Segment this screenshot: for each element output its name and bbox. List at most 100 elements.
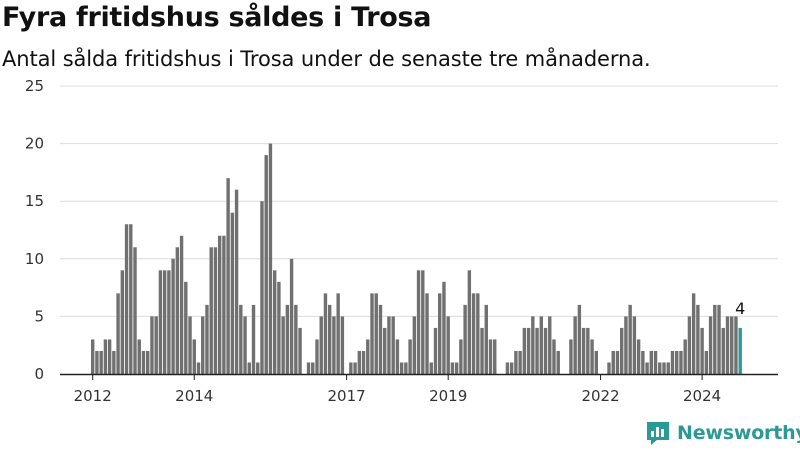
- chart-title: Fyra fritidshus såldes i Trosa: [2, 2, 432, 33]
- bar: [289, 258, 294, 374]
- bar: [99, 350, 103, 374]
- bar: [95, 350, 99, 374]
- bar: [548, 316, 552, 374]
- bar: [315, 339, 319, 374]
- bar: [421, 270, 425, 374]
- bar: [569, 339, 573, 374]
- bar: [306, 362, 311, 374]
- bar: [514, 350, 518, 374]
- bar: [687, 316, 692, 374]
- bar: [340, 316, 345, 374]
- y-tick-label: 25: [25, 77, 44, 95]
- bar: [577, 304, 582, 374]
- bar: [708, 316, 713, 374]
- bar: [298, 327, 302, 374]
- bar: [454, 362, 459, 374]
- bar: [624, 316, 628, 374]
- bar: [294, 304, 298, 374]
- bar: [522, 327, 527, 374]
- bar: [378, 304, 383, 374]
- bar: [150, 316, 154, 374]
- bar: [192, 339, 196, 374]
- bar: [171, 258, 175, 374]
- x-tick-label: 2017: [328, 387, 366, 405]
- bar: [162, 270, 167, 374]
- bar: [268, 143, 273, 374]
- bar: [535, 327, 539, 374]
- bar-chart-icon: [647, 422, 669, 445]
- bar: [730, 316, 734, 374]
- bar: [691, 293, 696, 374]
- bar: [615, 350, 620, 374]
- bar: [658, 362, 662, 374]
- bar: [531, 316, 535, 374]
- bar: [459, 339, 463, 374]
- bar: [391, 316, 395, 374]
- bar: [349, 362, 353, 374]
- newsworthy-logo: Newsworthy: [645, 420, 800, 446]
- x-tick-label: 2024: [683, 387, 721, 405]
- bar: [467, 270, 472, 374]
- bar: [158, 270, 163, 374]
- bar: [230, 212, 235, 374]
- bar: [272, 270, 277, 374]
- bar: [412, 316, 417, 374]
- bar: [526, 327, 531, 374]
- bar: [632, 316, 637, 374]
- annotations: 4: [735, 299, 745, 318]
- bar: [120, 270, 125, 374]
- bar: [717, 304, 721, 374]
- bar: [645, 362, 649, 374]
- bar: [463, 304, 467, 374]
- bar: [327, 304, 332, 374]
- bar: [247, 362, 251, 374]
- bar: [438, 293, 442, 374]
- x-tick-label: 2022: [581, 387, 619, 405]
- bar: [471, 293, 476, 374]
- bar: [442, 281, 446, 374]
- bar: [675, 350, 679, 374]
- bar: [641, 350, 645, 374]
- bar: [175, 247, 180, 374]
- bar: [395, 339, 400, 374]
- bar: [721, 327, 725, 374]
- bar: [433, 327, 438, 374]
- bar: [217, 235, 222, 374]
- bar: [243, 316, 247, 374]
- bar: [251, 304, 256, 374]
- bar: [484, 304, 488, 374]
- bar: [234, 189, 239, 374]
- y-tick-label: 10: [25, 250, 44, 268]
- bar: [509, 362, 514, 374]
- bar: [361, 350, 366, 374]
- bar: [374, 293, 378, 374]
- last-value-label: 4: [735, 299, 745, 318]
- bar: [319, 316, 323, 374]
- bar: [201, 316, 205, 374]
- y-tick-label: 20: [25, 135, 44, 153]
- bar: [416, 270, 421, 374]
- bar: [103, 339, 108, 374]
- bar: [539, 316, 543, 374]
- bar-latest: [738, 327, 742, 374]
- bar: [505, 362, 510, 374]
- bar: [112, 350, 116, 374]
- bar: [277, 281, 281, 374]
- bar: [611, 350, 615, 374]
- bar: [679, 350, 683, 374]
- bar: [91, 339, 95, 374]
- bar: [620, 327, 624, 374]
- bar: [429, 362, 433, 374]
- bars: [91, 143, 742, 374]
- bar: [518, 350, 522, 374]
- bar: [704, 350, 709, 374]
- bar: [713, 304, 717, 374]
- bar: [653, 350, 658, 374]
- bar: [323, 293, 328, 374]
- bar: [188, 316, 192, 374]
- bar: [129, 224, 133, 374]
- bar: [179, 235, 184, 374]
- bar: [488, 339, 493, 374]
- bar: [552, 339, 556, 374]
- bar: [425, 293, 429, 374]
